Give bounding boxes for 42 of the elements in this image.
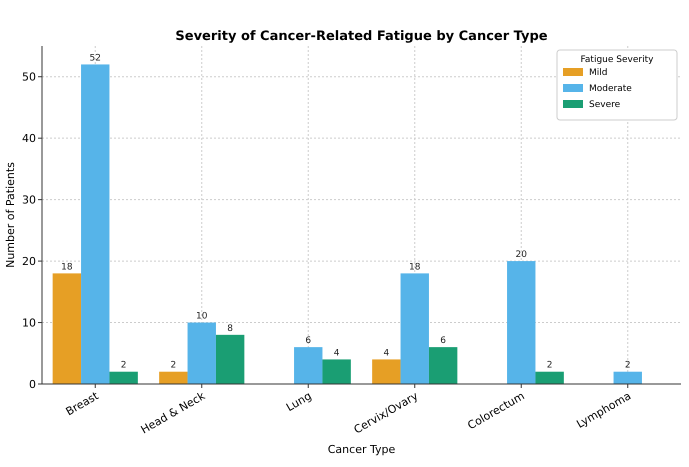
bar	[109, 372, 138, 384]
y-tick-label: 0	[29, 378, 36, 391]
y-axis-title: Number of Patients	[4, 162, 17, 268]
legend-label: Mild	[589, 68, 608, 78]
bar	[159, 372, 188, 384]
y-tick-label: 40	[22, 132, 36, 146]
bar	[322, 359, 351, 384]
bar	[188, 322, 216, 384]
legend-title: Fatigue Severity	[580, 55, 654, 65]
data-label: 2	[546, 360, 553, 371]
y-tick-label: 50	[22, 70, 36, 84]
data-label: 6	[305, 336, 312, 346]
bar	[428, 347, 458, 384]
bar	[535, 372, 564, 384]
y-tick-label: 10	[22, 316, 36, 330]
data-label: 10	[196, 312, 208, 322]
data-label: 4	[334, 348, 340, 358]
data-label: 2	[624, 360, 631, 371]
bar	[507, 261, 536, 384]
x-tick-label: Lung	[284, 389, 314, 414]
legend-label: Moderate	[589, 84, 632, 94]
y-tick-label: 30	[22, 193, 36, 206]
data-label: 6	[440, 336, 446, 346]
bar	[81, 64, 110, 384]
legend-label: Severe	[589, 100, 621, 110]
bar	[372, 359, 401, 384]
bar	[614, 372, 642, 384]
bar	[400, 273, 429, 384]
chart-title: Severity of Cancer-Related Fatigue by Cancer Type	[175, 29, 548, 44]
data-label: 2	[120, 360, 127, 371]
data-label: 18	[409, 262, 421, 272]
data-label: 20	[516, 250, 528, 260]
bar	[52, 273, 82, 384]
x-axis-title: Cancer Type	[328, 443, 396, 456]
data-label: 52	[90, 53, 101, 64]
bar	[216, 334, 244, 384]
bar	[294, 347, 322, 384]
data-label: 18	[61, 262, 73, 272]
data-label: 4	[383, 348, 390, 358]
y-tick-label: 20	[22, 254, 36, 268]
data-label: 8	[227, 324, 234, 334]
data-label: 2	[170, 360, 176, 371]
